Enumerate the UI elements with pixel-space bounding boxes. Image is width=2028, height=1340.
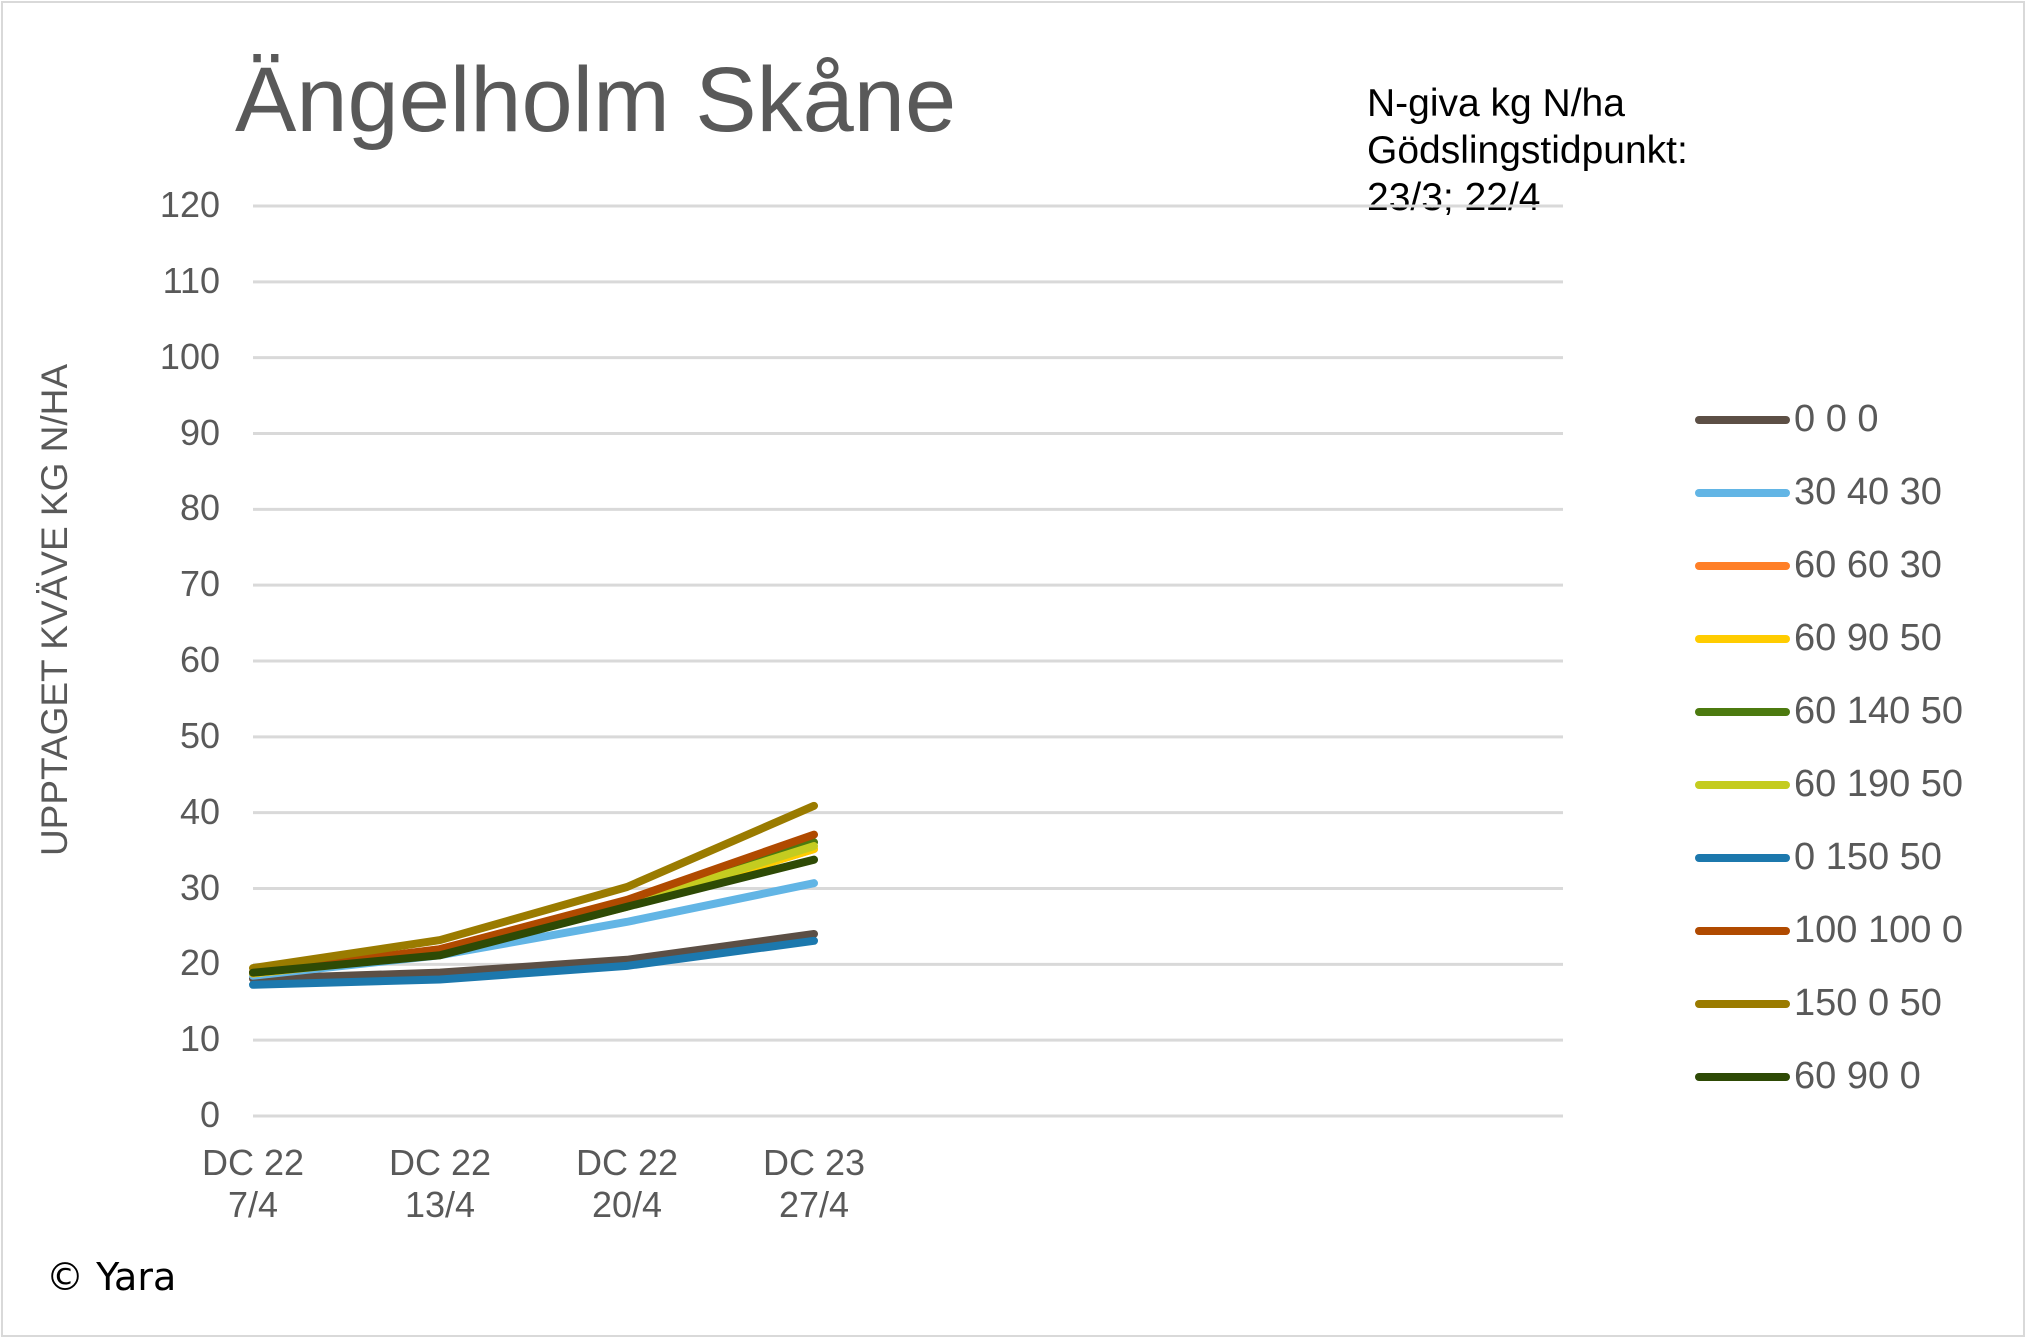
y-tick-label: 60 xyxy=(179,639,220,680)
gridlines xyxy=(253,204,1563,1118)
series-line xyxy=(249,855,818,977)
legend-label: 100 100 0 xyxy=(1794,909,1964,951)
legend-item: 60 190 50 xyxy=(1695,748,1963,821)
y-tick-label: 0 xyxy=(199,1094,220,1135)
legend-item: 0 150 50 xyxy=(1695,821,1963,894)
legend-swatch-icon xyxy=(1695,415,1790,424)
legend-item: 60 90 50 xyxy=(1695,602,1963,675)
legend-swatch-icon xyxy=(1695,926,1790,935)
legend-swatch-icon xyxy=(1695,634,1790,643)
y-tick-label: 90 xyxy=(179,411,220,453)
legend-item: 30 40 30 xyxy=(1695,456,1963,529)
y-tick-label: 50 xyxy=(179,714,220,756)
y-tick-label: 40 xyxy=(179,790,220,832)
legend-swatch-icon xyxy=(1695,488,1790,497)
series-line xyxy=(249,930,818,983)
x-tick-label: DC 22 13/4 xyxy=(388,1142,492,1225)
legend-swatch-icon xyxy=(1695,1072,1790,1081)
legend: 0 0 0 30 40 30 60 60 30 60 90 50 60 140 50 60… xyxy=(1695,383,1963,1113)
legend-item: 60 90 0 xyxy=(1695,1040,1963,1113)
x-tick-label: DC 23 27/4 xyxy=(762,1142,866,1225)
legend-swatch-icon xyxy=(1695,999,1790,1008)
y-tick-label: 120 xyxy=(159,184,220,225)
legend-item: 150 0 50 xyxy=(1695,967,1963,1040)
y-tick-label: 10 xyxy=(179,1018,220,1060)
series-lines xyxy=(249,801,818,989)
chart-title: Ängelholm Skåne xyxy=(235,49,957,151)
fertilization-note: N-giva kg N/ha Gödslingstidpunkt: 23/3; … xyxy=(1367,82,1688,219)
y-tick-label: 80 xyxy=(179,487,220,529)
legend-label: 60 60 30 xyxy=(1794,544,1942,586)
legend-swatch-icon xyxy=(1695,561,1790,570)
legend-label: 60 140 50 xyxy=(1794,690,1964,732)
y-tick-label: 70 xyxy=(179,563,220,605)
x-tick-label: DC 22 7/4 xyxy=(201,1142,305,1225)
legend-label: 60 190 50 xyxy=(1794,763,1964,805)
legend-label: 60 90 0 xyxy=(1794,1055,1921,1097)
y-tick-label: 100 xyxy=(159,335,220,377)
series-line xyxy=(249,801,818,973)
legend-swatch-icon xyxy=(1695,780,1790,789)
legend-swatch-icon xyxy=(1695,707,1790,716)
legend-item: 0 0 0 xyxy=(1695,383,1963,456)
y-tick-label: 110 xyxy=(162,259,220,301)
x-tick-label: DC 22 20/4 xyxy=(575,1142,679,1225)
legend-swatch-icon xyxy=(1695,853,1790,862)
copyright: © Yara xyxy=(46,1255,177,1299)
series-line xyxy=(249,936,818,989)
legend-label: 0 150 50 xyxy=(1794,836,1942,878)
legend-label: 150 0 50 xyxy=(1794,982,1942,1024)
y-tick-label: 30 xyxy=(179,866,220,908)
legend-item: 60 60 30 xyxy=(1695,529,1963,602)
legend-label: 60 90 50 xyxy=(1794,617,1942,659)
legend-label: 30 40 30 xyxy=(1794,471,1942,513)
legend-item: 60 140 50 xyxy=(1695,675,1963,748)
legend-label: 0 0 0 xyxy=(1794,398,1879,440)
y-tick-label: 20 xyxy=(179,942,220,984)
legend-item: 100 100 0 xyxy=(1695,894,1963,967)
